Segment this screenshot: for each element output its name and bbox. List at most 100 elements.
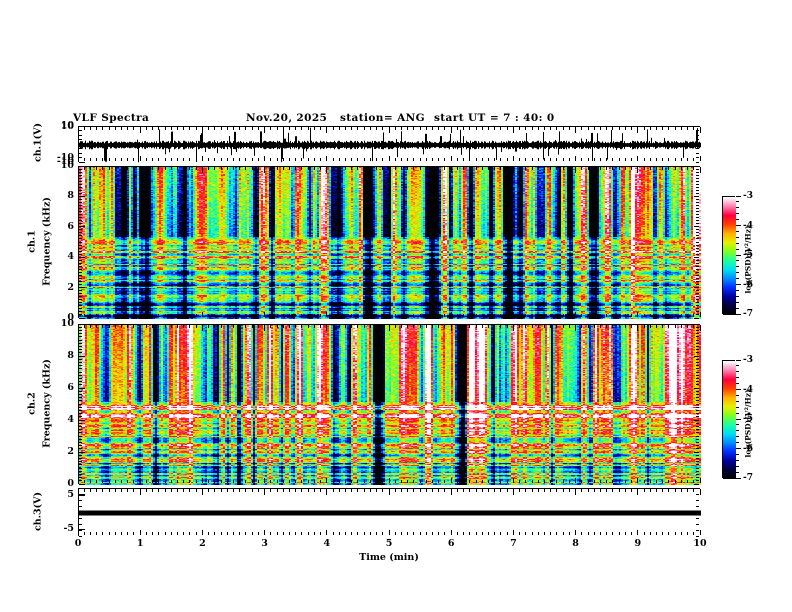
xtick-mark-ch3w-top-74 bbox=[537, 489, 539, 492]
ytick-mark-ch3_wave-r-1 bbox=[696, 493, 699, 495]
xtick-mark-ch3w-top-53 bbox=[407, 489, 409, 492]
xtick-mark-ch1w-bot-54 bbox=[413, 158, 415, 161]
colorbar-tick-mark-0-7 bbox=[736, 236, 739, 238]
xtick-mark-ch2s-bot-8 bbox=[127, 480, 129, 483]
xtick-mark-ch1w-bot-15 bbox=[170, 158, 172, 161]
xtick-mark-ch1w-top-21 bbox=[208, 127, 210, 130]
xtick-mark-ch1w-bot-66 bbox=[488, 158, 490, 161]
ytick-mark-ch1_spec-r-50 bbox=[693, 165, 699, 167]
xtick-mark-ch2s-top-38 bbox=[313, 325, 315, 328]
xtick-mark-ch2s-top-44 bbox=[351, 325, 353, 328]
xtick-mark-ch2s-top-100 bbox=[699, 325, 701, 331]
xtick-mark-ch1w-top-1 bbox=[83, 127, 85, 130]
ch1-spectrogram-canvas bbox=[79, 167, 701, 319]
ytick-mark-ch1_wave-r-7 bbox=[696, 157, 699, 158]
colorbar-tick-mark-0-15 bbox=[736, 284, 741, 285]
ytick-mark-ch1_wave-l-3 bbox=[79, 139, 82, 140]
xtick-mark-ch3w-bot-23 bbox=[220, 532, 222, 535]
colorbar-tick-label-0--4: -4 bbox=[743, 220, 753, 231]
xtick-mark-ch1w-bot-97 bbox=[680, 158, 682, 161]
xtick-mark-ch1s-top-39 bbox=[320, 167, 322, 170]
xtick-mark-ch1s-bot-25 bbox=[233, 314, 234, 317]
xtick-mark-ch1s-top-10 bbox=[139, 167, 141, 173]
xtick-mark-ch1w-top-2 bbox=[89, 127, 91, 130]
xtick-mark-ch1w-bot-43 bbox=[344, 158, 346, 161]
ytick-mark-ch2_spec-l-6 bbox=[79, 464, 82, 466]
ytick-mark-ch2_spec-l-32 bbox=[79, 381, 82, 383]
ytick-mark-ch1_spec-r-19 bbox=[696, 259, 699, 261]
ytick-mark-ch1_spec-r-15 bbox=[696, 271, 699, 273]
xtick-mark-ch1s-top-32 bbox=[276, 167, 278, 170]
xtick-mark-ch2s-bot-99 bbox=[693, 480, 695, 483]
xtick-mark-ch2s-bot-43 bbox=[344, 480, 346, 483]
xtick-mark-ch3w-bot-48 bbox=[376, 532, 378, 535]
xtick-mark-ch2s-bot-66 bbox=[488, 480, 490, 483]
xtick-mark-ch3w-top-21 bbox=[208, 489, 210, 492]
xtick-mark-ch2s-top-78 bbox=[562, 325, 564, 328]
ytick-mark-ch2_spec-r-33 bbox=[696, 377, 699, 379]
xtick-mark-ch3w-bot-27 bbox=[245, 532, 247, 535]
xtick-mark-ch1s-bot-70 bbox=[512, 311, 514, 317]
xtick-mark-ch1w-bot-91 bbox=[643, 158, 645, 161]
xtick-mark-ch1w-bot-13 bbox=[158, 158, 160, 161]
xtick-mark-ch1s-top-50 bbox=[388, 167, 390, 173]
xtick-mark-ch1w-bot-1 bbox=[83, 158, 85, 161]
xtick-mark-ch1w-top-42 bbox=[338, 127, 340, 130]
xtick-mark-ch1s-bot-59 bbox=[444, 314, 446, 317]
xtick-mark-ch3w-top-51 bbox=[394, 489, 396, 492]
xtick-mark-ch1s-top-65 bbox=[481, 167, 483, 170]
ytick-mark-ch2_spec-l-48 bbox=[79, 329, 82, 331]
xtick-mark-ch2s-bot-25 bbox=[233, 480, 234, 483]
xtick-mark-ch2s-bot-33 bbox=[282, 480, 284, 483]
ytick-mark-ch2_spec-l-46 bbox=[79, 336, 82, 338]
xtick-mark-ch1w-bot-78 bbox=[562, 158, 564, 161]
ytick-mark-ch1_wave-l-2 bbox=[79, 134, 82, 136]
ytick-mark-ch3_wave-l-0 bbox=[79, 487, 82, 489]
xtick-label-10: 10 bbox=[693, 538, 707, 549]
xtick-mark-ch1s-bot-55 bbox=[419, 314, 421, 317]
xtick-mark-ch2s-top-11 bbox=[145, 325, 147, 328]
xtick-mark-ch1w-top-76 bbox=[550, 127, 552, 130]
colorbar-tick-mark-1-7 bbox=[736, 400, 739, 402]
xtick-mark-ch3w-bot-11 bbox=[145, 532, 147, 535]
ytick-mark-ch2_spec-r-19 bbox=[696, 422, 699, 424]
xtick-mark-ch3w-bot-34 bbox=[288, 532, 290, 535]
xtick-mark-ch1w-top-68 bbox=[500, 127, 502, 130]
xtick-mark-ch3w-bot-78 bbox=[562, 532, 564, 535]
ch1-waveform-canvas bbox=[79, 127, 701, 163]
xtick-mark-ch3w-top-87 bbox=[618, 489, 620, 492]
ytick-mark-ch2_spec-l-10 bbox=[79, 451, 85, 453]
xtick-mark-ch1w-bot-72 bbox=[525, 158, 527, 161]
xtick-mark-ch1w-bot-14 bbox=[164, 158, 166, 161]
ytick-mark-ch2_spec-r-2 bbox=[696, 477, 699, 479]
xtick-mark-ch1w-top-51 bbox=[394, 127, 396, 130]
xtick-mark-ch2s-top-1 bbox=[83, 325, 85, 328]
xtick-mark-ch1s-top-72 bbox=[525, 167, 527, 170]
ytick-label-ch2_spec-4: 4 bbox=[67, 414, 74, 425]
xtick-mark-ch1s-top-90 bbox=[637, 167, 639, 173]
xtick-mark-ch2s-top-85 bbox=[606, 325, 608, 328]
xtick-mark-ch1s-bot-22 bbox=[214, 314, 216, 317]
ytick-mark-ch1_wave-l-4 bbox=[79, 143, 82, 145]
xtick-mark-ch3w-bot-85 bbox=[606, 532, 608, 535]
xtick-mark-ch2s-top-13 bbox=[158, 325, 160, 328]
ytick-mark-ch2_spec-l-1 bbox=[79, 480, 82, 482]
xtick-mark-ch1w-top-56 bbox=[425, 127, 427, 130]
ytick-mark-ch1_spec-l-37 bbox=[79, 205, 82, 207]
xtick-mark-ch2s-bot-84 bbox=[599, 480, 601, 483]
xtick-mark-ch1s-bot-18 bbox=[189, 314, 191, 317]
ytick-mark-ch1_spec-l-32 bbox=[79, 220, 82, 222]
colorbar-tick-mark-1-13 bbox=[736, 436, 739, 438]
xtick-mark-ch1w-top-19 bbox=[195, 127, 197, 130]
xtick-mark-ch1w-bot-50 bbox=[388, 155, 390, 161]
ytick-label-ch1_wave--10: -10 bbox=[56, 156, 74, 167]
xtick-mark-ch3w-bot-56 bbox=[425, 532, 427, 535]
ytick-mark-ch1_spec-r-45 bbox=[696, 180, 699, 182]
xtick-mark-ch1s-bot-43 bbox=[344, 314, 346, 317]
ytick-mark-ch1_spec-r-5 bbox=[696, 302, 699, 304]
xtick-mark-ch2s-top-71 bbox=[519, 325, 521, 328]
xtick-mark-ch3w-top-27 bbox=[245, 489, 247, 492]
xtick-mark-ch1s-bot-32 bbox=[276, 314, 278, 317]
colorbar-tick-label-1--5: -5 bbox=[743, 414, 753, 424]
xtick-mark-ch3w-top-50 bbox=[388, 489, 390, 495]
